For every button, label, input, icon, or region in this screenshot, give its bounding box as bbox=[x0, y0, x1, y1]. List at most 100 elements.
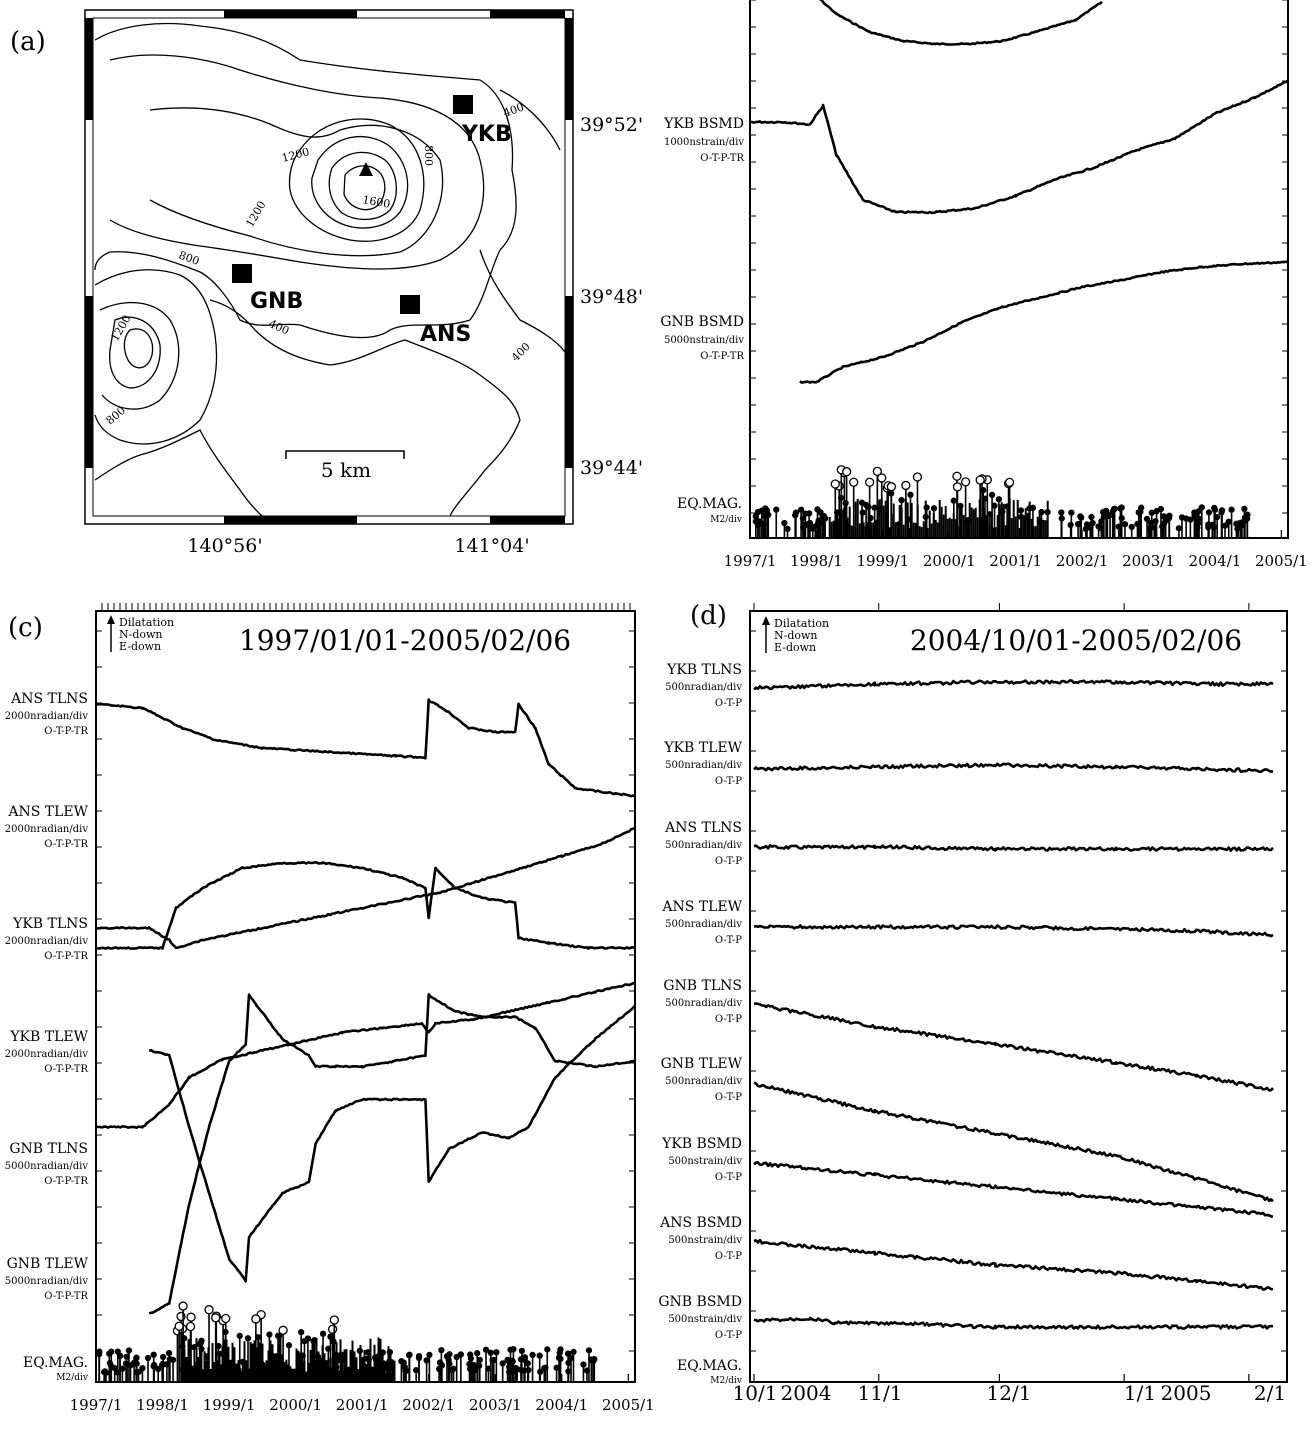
eq-marker bbox=[150, 1361, 158, 1369]
eq-marker bbox=[841, 467, 852, 477]
eq-marker bbox=[1115, 523, 1122, 530]
map-frame bbox=[84, 9, 574, 525]
panel-d-label: (d) bbox=[690, 601, 727, 631]
panel-b-channel-labels: YKB BSMD 1000nstrain/div O-T-P-TR GNB BS… bbox=[660, 116, 744, 525]
eq-marker bbox=[525, 1366, 532, 1374]
x-tick-label: 1997/1 bbox=[724, 552, 777, 570]
eq-marker bbox=[849, 477, 859, 487]
x-tick-label: 12/1 bbox=[987, 1381, 1032, 1405]
eq-marker bbox=[402, 1367, 410, 1375]
channel-corr: O-T-P bbox=[715, 698, 742, 709]
trace-ans-tlns bbox=[753, 844, 1274, 852]
eq-marker bbox=[285, 1342, 293, 1349]
x-tick-label: 2005/1 bbox=[602, 1396, 655, 1414]
eq-marker bbox=[251, 1314, 261, 1324]
eq-marker bbox=[159, 1361, 166, 1369]
eq-marker bbox=[1205, 509, 1213, 516]
year-label: 2004 bbox=[781, 1381, 832, 1405]
channel-corr: O-T-P-TR bbox=[44, 1176, 88, 1187]
channel-scale: 500nradian/div bbox=[665, 682, 742, 693]
eq-marker bbox=[518, 1347, 526, 1355]
trace-gnb-bsmd bbox=[799, 260, 1289, 384]
panel-c-legend: Dilatation N-down E-down bbox=[107, 615, 174, 653]
eq-marker bbox=[476, 1356, 483, 1363]
channel-scale: 5000nstrain/div bbox=[664, 335, 744, 346]
panel-d-x-ticks: 10/1 11/1 12/1 1/1 2/1 bbox=[733, 1374, 1286, 1405]
eq-marker bbox=[123, 1353, 130, 1360]
eq-marker bbox=[877, 473, 887, 483]
channel-name: YKB BSMD bbox=[663, 116, 744, 132]
contour-lines bbox=[94, 22, 566, 517]
eq-marker bbox=[487, 1349, 494, 1356]
eq-marker bbox=[1187, 516, 1194, 523]
eq-marker bbox=[858, 499, 866, 506]
channel-corr: O-T-P bbox=[715, 1172, 742, 1183]
channel-corr: O-T-P bbox=[715, 776, 742, 787]
eq-marker bbox=[988, 491, 996, 499]
panel-c-y-ticks bbox=[96, 630, 635, 1352]
x-tick-label: 2002/1 bbox=[1056, 552, 1109, 570]
eq-marker bbox=[842, 499, 849, 507]
eq-marker bbox=[1121, 521, 1129, 528]
eq-marker bbox=[806, 519, 814, 527]
legend-item: E-down bbox=[119, 640, 161, 653]
x-tick-label: 1998/1 bbox=[136, 1396, 189, 1414]
channel-name: YKB TLEW bbox=[663, 740, 742, 756]
eq-marker bbox=[319, 1330, 327, 1337]
x-tick-label: 2001/1 bbox=[989, 552, 1042, 570]
channel-scale: 500nradian/div bbox=[665, 1076, 742, 1087]
channel-name: ANS TLNS bbox=[10, 691, 88, 707]
channel-corr: O-T-P-TR bbox=[44, 726, 88, 737]
eq-marker bbox=[1221, 522, 1229, 529]
eq-marker bbox=[901, 480, 911, 491]
eq-marker bbox=[1128, 523, 1135, 531]
eq-marker bbox=[139, 1364, 146, 1372]
x-tick-label: 1998/1 bbox=[790, 552, 843, 570]
eq-marker bbox=[493, 1349, 500, 1356]
lat-label: 39°48' bbox=[580, 286, 643, 308]
eq-marker bbox=[864, 477, 875, 487]
x-tick-label: 2003/1 bbox=[1122, 552, 1175, 570]
panel-c-x-ticks: 1997/1 1998/1 1999/1 2000/1 2001/1 2002/1 2003… bbox=[70, 1374, 655, 1414]
trace-ykb-tlew bbox=[753, 762, 1274, 774]
channel-scale: 2000nradian/div bbox=[5, 824, 89, 835]
trace-ans-tlns bbox=[95, 698, 636, 798]
eq-marker bbox=[467, 1355, 475, 1362]
panel-c-traces bbox=[95, 698, 637, 1315]
eq-marker bbox=[570, 1348, 577, 1356]
trace-ykb-bsmd bbox=[753, 1161, 1274, 1218]
channel-corr: O-T-P-TR bbox=[44, 1291, 88, 1302]
x-tick-label: 2004/1 bbox=[1189, 552, 1242, 570]
panel-a-map: (a) bbox=[10, 9, 643, 557]
x-tick-label: 1/1 bbox=[1124, 1381, 1156, 1405]
eq-marker bbox=[274, 1332, 282, 1339]
eq-marker bbox=[278, 1325, 288, 1335]
eq-marker bbox=[453, 1353, 460, 1361]
channel-corr: O-T-P-TR bbox=[44, 1064, 88, 1075]
eq-marker bbox=[1148, 509, 1155, 516]
eq-marker bbox=[802, 510, 809, 517]
legend-item: N-down bbox=[774, 629, 818, 642]
station-ans-marker bbox=[400, 295, 420, 314]
legend-item: Dilatation bbox=[119, 616, 174, 629]
eq-marker bbox=[792, 509, 800, 516]
station-ykb-label: YKB bbox=[461, 122, 512, 147]
lon-label: 141°04' bbox=[454, 535, 529, 557]
station-ans-label: ANS bbox=[420, 322, 471, 347]
eq-marker bbox=[413, 1367, 420, 1374]
channel-scale: 500nstrain/div bbox=[668, 1235, 742, 1246]
channel-name: GNB TLEW bbox=[661, 1056, 743, 1072]
eq-marker bbox=[1175, 525, 1183, 532]
eq-marker bbox=[329, 1315, 339, 1325]
panel-b-traces bbox=[749, 0, 1289, 384]
channel-scale: 1000nstrain/div bbox=[664, 137, 744, 148]
trace-ans-bsmd bbox=[753, 1238, 1274, 1291]
eq-marker bbox=[585, 1347, 593, 1354]
trace-ykb-tlns bbox=[753, 679, 1274, 691]
panel-b-x-ticks: 1997/1 1998/1 1999/1 2000/1 2001/1 2002/1 2003… bbox=[724, 530, 1308, 570]
eq-marker bbox=[781, 519, 788, 527]
channel-name: ANS BSMD bbox=[659, 1215, 742, 1231]
eq-marker bbox=[327, 1324, 338, 1334]
eq-marker bbox=[298, 1329, 305, 1336]
panel-d-frame bbox=[749, 610, 1288, 1383]
